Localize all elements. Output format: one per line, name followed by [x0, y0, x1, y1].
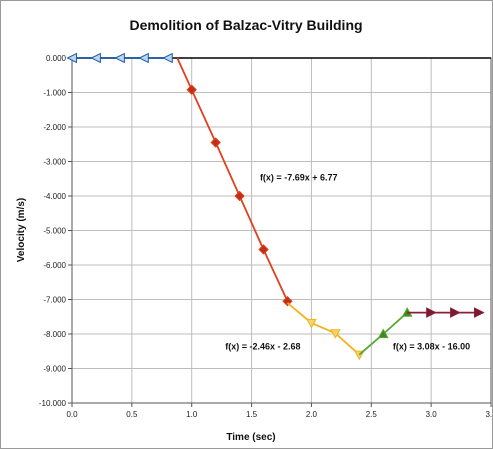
data-point-2-2 [330, 329, 341, 339]
y-tick-label: -9.000 [43, 365, 66, 374]
series-0 [66, 52, 173, 64]
x-tick-label: 2.0 [306, 410, 318, 419]
y-tick-label: -1.000 [43, 89, 66, 98]
data-point-1-3 [234, 190, 245, 202]
data-point-1-4 [258, 244, 269, 255]
trendline-equation: f(x) = 3.08x - 16.00 [393, 342, 470, 352]
y-tick-label: -2.000 [43, 123, 66, 132]
chart-title: Demolition of Balzac-Vitry Building [129, 17, 362, 33]
x-tick-label: 0.5 [126, 410, 138, 419]
x-tick-label: 3.0 [426, 410, 438, 419]
y-tick-label: -6.000 [43, 261, 66, 270]
annotations: f(x) = -7.69x + 6.77 f(x) = -2.46x - 2.68… [225, 172, 470, 351]
data-point-0-2 [114, 52, 125, 64]
data-point-4-3 [474, 307, 485, 318]
y-axis-title: Velocity (m/s) [16, 198, 27, 262]
data-point-1-5 [282, 296, 293, 307]
data-point-1-1 [186, 84, 197, 95]
data-point-3-1 [377, 328, 389, 339]
y-tick-label: -10.000 [39, 399, 67, 408]
series-line-2 [286, 302, 360, 356]
y-tick-label: -7.000 [43, 296, 66, 305]
grid [68, 57, 492, 407]
x-tick-label: 1.5 [246, 410, 258, 419]
y-tick-label: 0.000 [46, 54, 67, 63]
x-tick-label: 3.5 [485, 410, 492, 419]
tick-labels: 0.000 -1.000 -2.000 -3.000 -4.000 -5.000 -6.00… [39, 54, 492, 419]
trendline-equation: f(x) = -7.69x + 6.77 [260, 172, 338, 182]
x-axis-title: Time (sec) [226, 432, 275, 443]
series-4 [407, 307, 485, 318]
y-tick-label: -5.000 [43, 227, 66, 236]
x-tick-label: 1.0 [186, 410, 198, 419]
series-line-1 [176, 57, 289, 302]
data-point-4-1 [426, 307, 437, 318]
y-tick-label: -4.000 [43, 192, 66, 201]
data-point-0-3 [138, 52, 149, 64]
data-point-1-2 [210, 137, 221, 148]
y-tick-label: -8.000 [43, 330, 66, 339]
data-point-0-0 [66, 52, 77, 64]
data-point-2-1 [306, 318, 317, 329]
series [66, 52, 485, 361]
series-1 [176, 57, 293, 307]
data-point-0-4 [162, 52, 173, 64]
trendline-equation: f(x) = -2.46x - 2.68 [225, 342, 300, 352]
x-tick-label: 0.0 [66, 410, 78, 419]
x-tick-label: 2.5 [366, 410, 378, 419]
y-tick-label: -3.000 [43, 158, 66, 167]
data-point-0-1 [90, 52, 101, 64]
data-point-4-2 [450, 307, 461, 318]
